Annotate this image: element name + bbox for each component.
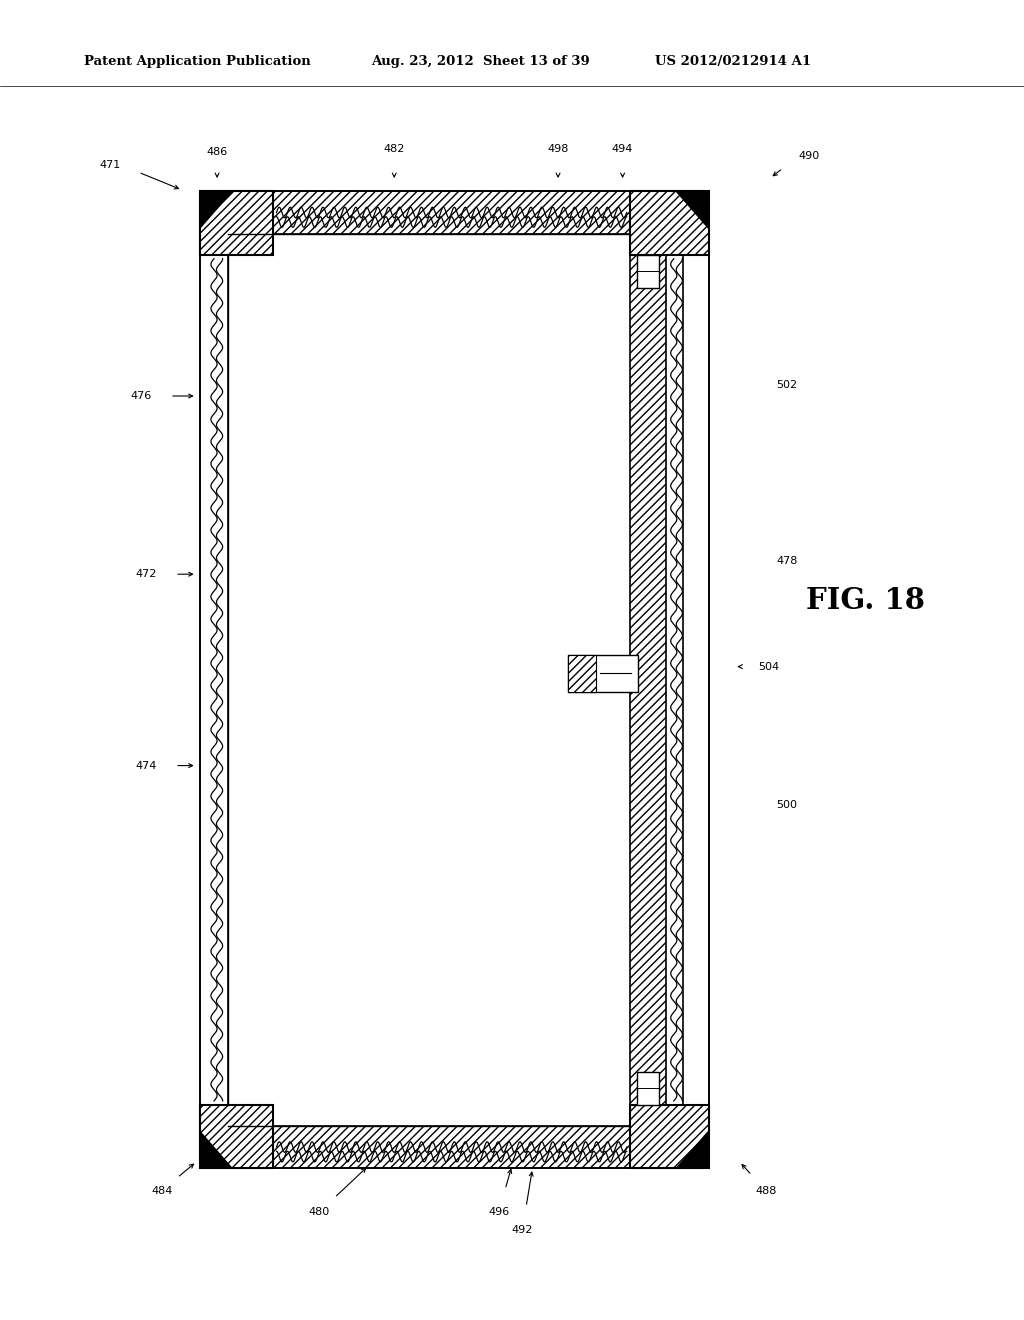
Text: 478: 478 — [776, 556, 798, 566]
Bar — [200, 191, 273, 255]
Text: 504: 504 — [758, 661, 779, 672]
Bar — [637, 1072, 659, 1105]
Text: 480: 480 — [309, 1206, 330, 1217]
Polygon shape — [676, 191, 709, 230]
Bar — [228, 234, 630, 1126]
Bar — [683, 255, 709, 1105]
Text: 482: 482 — [384, 144, 404, 154]
Text: FIG. 18: FIG. 18 — [806, 586, 925, 615]
Bar — [200, 255, 228, 1105]
Bar — [630, 1105, 709, 1168]
Bar — [630, 191, 709, 255]
Text: 476: 476 — [130, 391, 152, 401]
Polygon shape — [200, 191, 232, 230]
Text: 474: 474 — [135, 760, 157, 771]
Text: Aug. 23, 2012  Sheet 13 of 39: Aug. 23, 2012 Sheet 13 of 39 — [371, 55, 590, 69]
Text: 488: 488 — [756, 1185, 776, 1196]
Text: 500: 500 — [776, 800, 798, 810]
Bar — [273, 191, 630, 234]
Bar — [200, 1105, 273, 1168]
Bar — [568, 655, 596, 692]
Text: 496: 496 — [488, 1206, 509, 1217]
Text: 494: 494 — [612, 144, 633, 154]
Text: 471: 471 — [99, 160, 121, 170]
Text: 490: 490 — [799, 150, 820, 161]
Text: Patent Application Publication: Patent Application Publication — [84, 55, 310, 69]
Text: 484: 484 — [152, 1185, 172, 1196]
Bar — [630, 255, 666, 1105]
Polygon shape — [676, 1130, 709, 1168]
Text: 498: 498 — [548, 144, 568, 154]
Text: 472: 472 — [135, 569, 157, 579]
Bar — [273, 1126, 630, 1168]
Text: 492: 492 — [512, 1225, 532, 1236]
Text: 486: 486 — [207, 147, 227, 157]
Text: 502: 502 — [776, 380, 798, 391]
Polygon shape — [200, 1130, 232, 1168]
Bar — [637, 255, 659, 288]
Bar — [568, 655, 638, 692]
Text: US 2012/0212914 A1: US 2012/0212914 A1 — [655, 55, 811, 69]
